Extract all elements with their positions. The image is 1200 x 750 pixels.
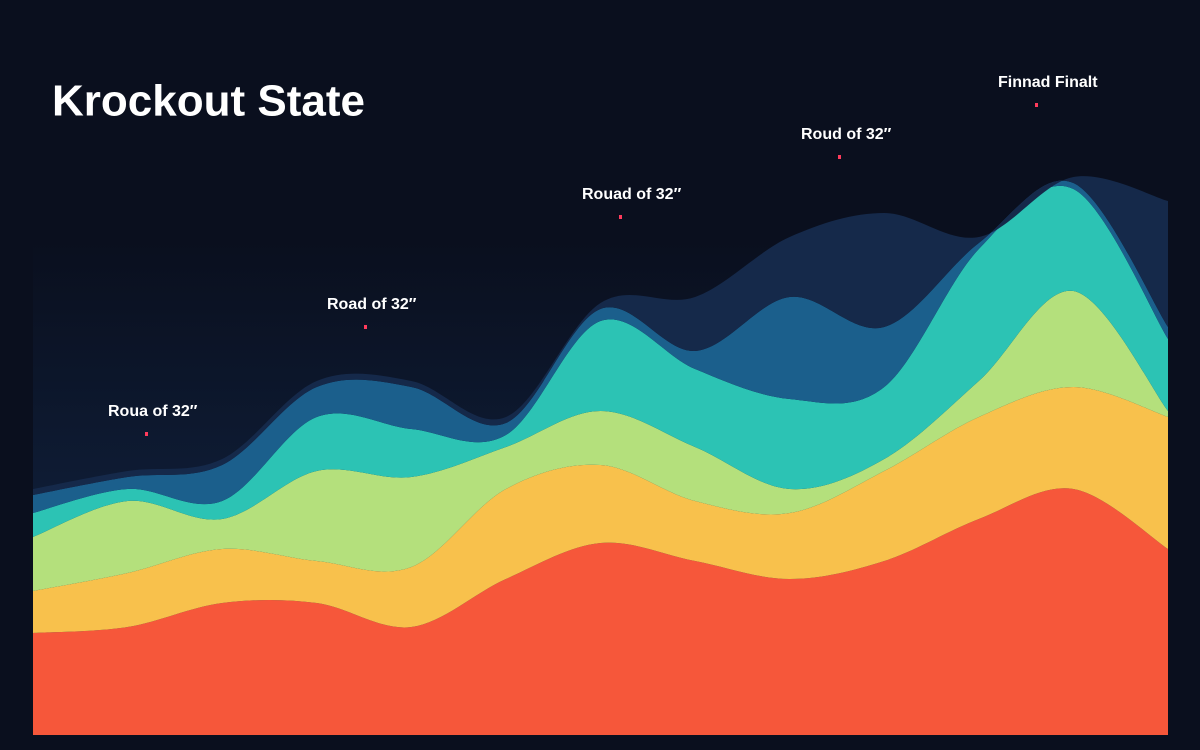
area-layer — [33, 176, 1168, 495]
annotation: Rouad of 32″ — [582, 186, 682, 203]
area-layer — [33, 180, 1168, 513]
annotation-marker — [838, 155, 841, 159]
chart-title: Krockout State — [52, 77, 365, 126]
area-layer — [33, 290, 1168, 591]
annotation-marker — [364, 325, 367, 329]
annotation-marker — [1035, 103, 1038, 107]
annotation: Roua of 32″ — [108, 403, 198, 420]
annotation-marker — [619, 215, 622, 219]
area-layer — [33, 387, 1168, 633]
area-layer — [33, 488, 1168, 735]
annotation: Road of 32″ — [327, 296, 417, 313]
area-layer — [33, 185, 1168, 537]
areas — [33, 176, 1168, 735]
annotation-marker — [145, 432, 148, 436]
annotation: Roud of 32″ — [801, 126, 892, 143]
annotation: Finnad Finalt — [998, 74, 1098, 91]
annotations: Roua of 32″ Road of 32″ Rouad of 32″ Roud o… — [108, 74, 1098, 436]
